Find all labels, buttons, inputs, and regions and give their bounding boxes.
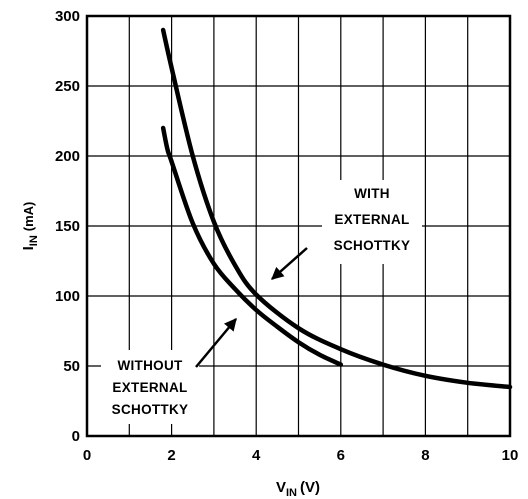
annotation-with-arrow [271, 247, 308, 280]
annotation-without-line-2: EXTERNAL [112, 380, 187, 395]
y-tick-label: 100 [55, 288, 80, 305]
y-axis-label: IIN(mA) [20, 202, 40, 251]
annotation-with-bg [322, 180, 422, 264]
x-tick-label: 8 [421, 447, 429, 464]
y-tick-label: 0 [72, 428, 80, 445]
y-tick-label: 300 [55, 8, 80, 25]
series-line-without [160, 125, 344, 367]
y-tick-label: 250 [55, 78, 80, 95]
x-tick-label: 2 [167, 447, 175, 464]
annotation-without-bg [101, 350, 199, 424]
annotation-without-line-1: WITHOUT [117, 358, 183, 373]
annotation-without-arrow [195, 318, 237, 368]
y-tick-label: 200 [55, 148, 80, 165]
x-tick-label: 6 [337, 447, 345, 464]
series-line-with [160, 27, 513, 390]
grid [85, 14, 512, 438]
x-axis-label: VIN (V) [276, 479, 320, 499]
x-tick-label: 10 [502, 447, 519, 464]
annotation-without-line-3: SCHOTTKY [112, 402, 189, 417]
annotation-with-line-1: WITH [354, 186, 390, 201]
x-tick-label: 0 [83, 447, 91, 464]
annotation-with-line-2: EXTERNAL [334, 212, 409, 227]
curves [160, 27, 513, 390]
y-tick-label: 150 [55, 218, 80, 235]
plot-frame [85, 14, 512, 438]
x-tick-label: 4 [252, 447, 261, 464]
annotation-with-line-3: SCHOTTKY [334, 238, 411, 253]
y-tick-label: 50 [63, 358, 80, 375]
